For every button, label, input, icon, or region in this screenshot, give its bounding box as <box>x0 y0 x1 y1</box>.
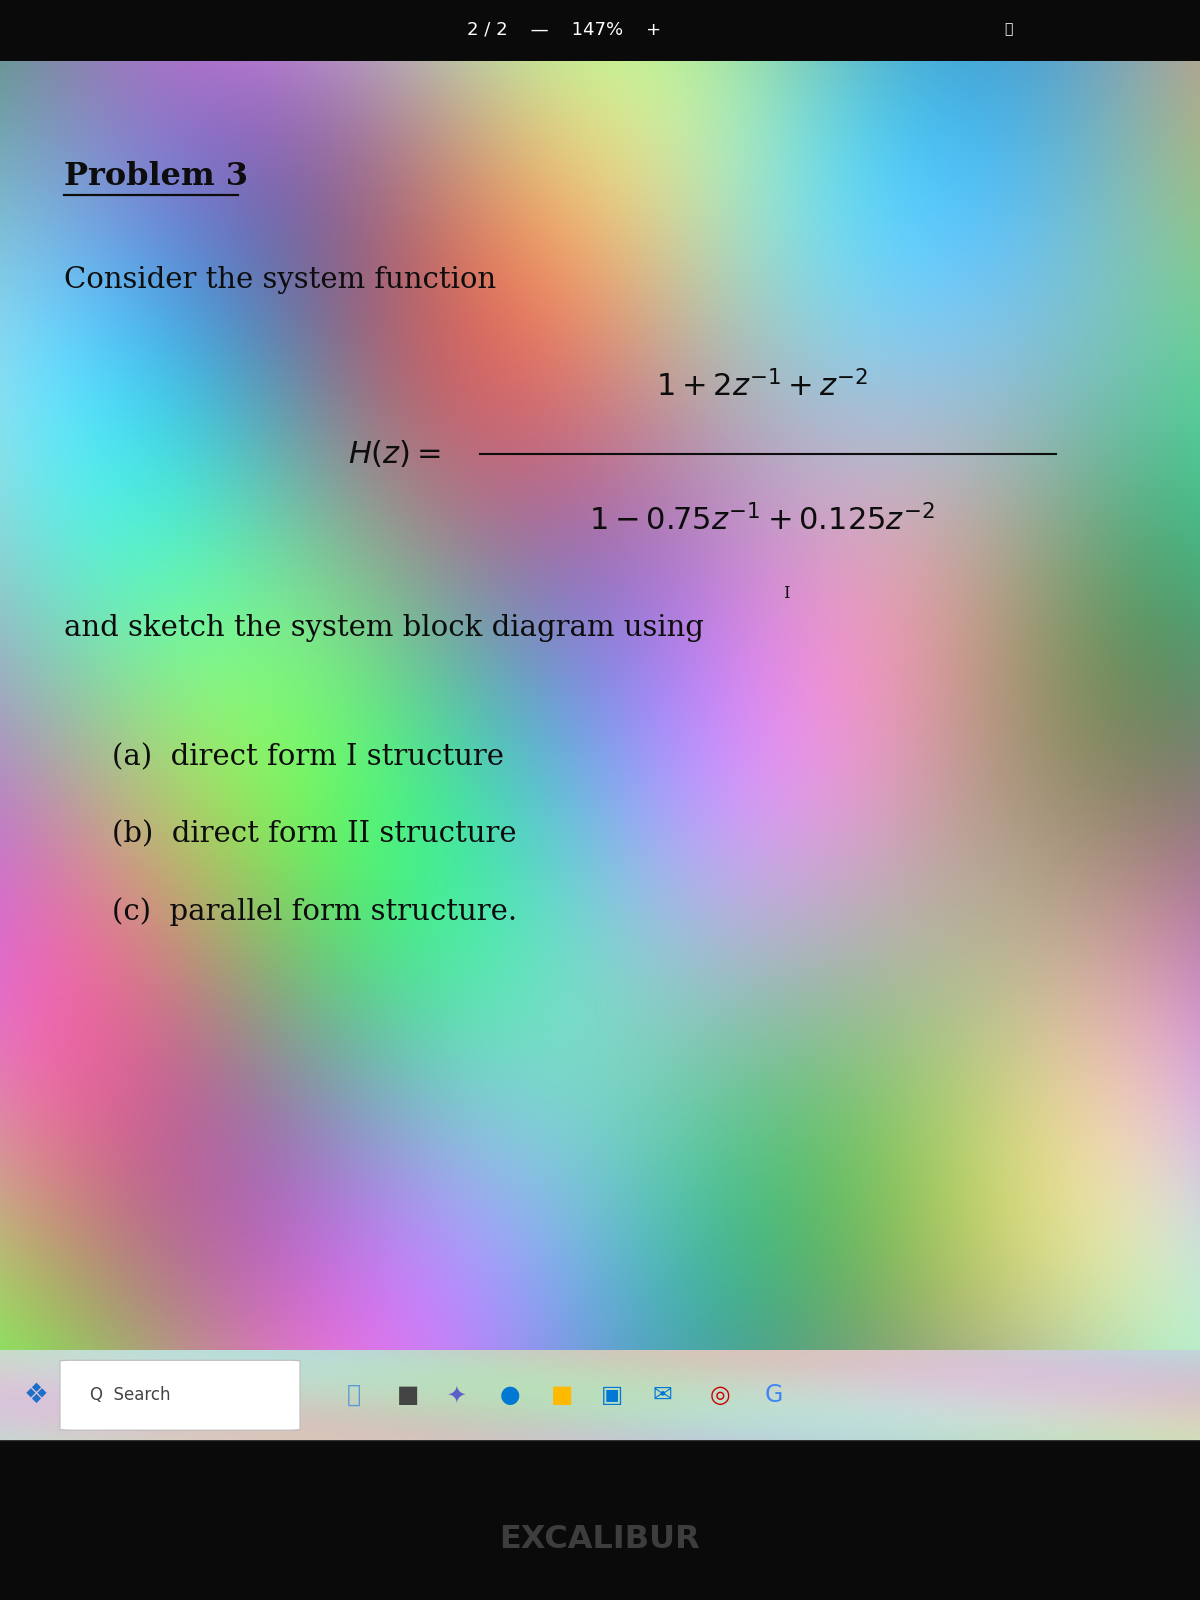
Text: ⬜: ⬜ <box>1004 22 1012 37</box>
Text: Q  Search: Q Search <box>90 1386 170 1405</box>
Text: EXCALIBUR: EXCALIBUR <box>499 1523 701 1555</box>
Text: $H(z) =$: $H(z) =$ <box>348 438 442 470</box>
Text: ■: ■ <box>397 1382 419 1408</box>
Text: ❖: ❖ <box>24 1381 48 1410</box>
Text: 🧹: 🧹 <box>347 1382 361 1408</box>
Text: ●: ● <box>499 1382 521 1408</box>
Text: Consider the system function: Consider the system function <box>64 266 496 294</box>
Text: and sketch the system block diagram using: and sketch the system block diagram usin… <box>64 614 703 642</box>
FancyBboxPatch shape <box>60 1360 300 1430</box>
Text: ✉: ✉ <box>653 1382 672 1408</box>
Text: $1 - 0.75z^{-1} + 0.125z^{-2}$: $1 - 0.75z^{-1} + 0.125z^{-2}$ <box>589 506 935 538</box>
Text: G: G <box>764 1382 784 1408</box>
Text: (a)  direct form I structure: (a) direct form I structure <box>112 742 504 771</box>
Text: ◎: ◎ <box>709 1382 731 1408</box>
Text: Problem 3: Problem 3 <box>64 162 247 192</box>
Text: 2 / 2    —    147%    +: 2 / 2 — 147% + <box>467 21 661 38</box>
Text: ✦: ✦ <box>446 1382 466 1408</box>
Text: ▣: ▣ <box>601 1382 623 1408</box>
Text: (c)  parallel form structure.: (c) parallel form structure. <box>112 898 517 926</box>
Text: $1 + 2z^{-1} + z^{-2}$: $1 + 2z^{-1} + z^{-2}$ <box>656 371 868 403</box>
Text: (b)  direct form II structure: (b) direct form II structure <box>112 821 516 848</box>
Text: ■: ■ <box>551 1382 572 1408</box>
Text: I: I <box>782 586 790 602</box>
